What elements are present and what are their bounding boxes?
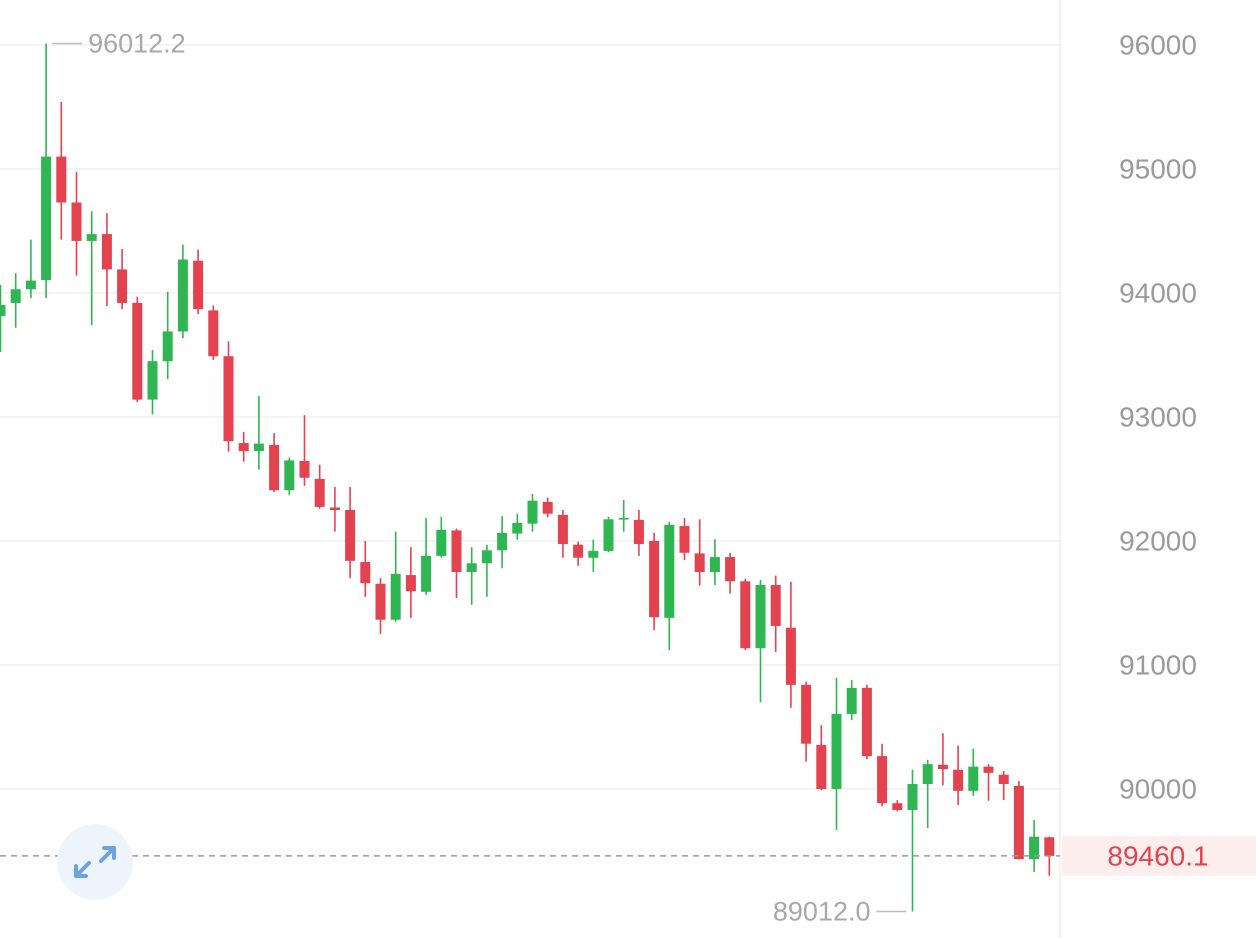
y-tick-label: 93000 — [1119, 401, 1197, 432]
candle-body — [573, 544, 584, 558]
expand-button-bg[interactable] — [57, 824, 133, 900]
candle-body — [132, 302, 143, 400]
candle-body — [238, 443, 249, 452]
candle-body — [223, 356, 234, 442]
candle-body — [117, 269, 128, 303]
candle-body — [664, 524, 675, 618]
candle-body — [177, 259, 188, 332]
candle-body — [679, 526, 690, 553]
candle-body — [831, 713, 842, 789]
candle-body — [329, 507, 340, 510]
grid: 90000 91000 92000 93000 94000 95000 96000 — [0, 29, 1197, 804]
candle-body — [816, 744, 827, 789]
candle-body — [375, 583, 386, 620]
candle-body — [0, 305, 6, 316]
overlay: 89460.1 96012.2 89012.0 — [0, 29, 1256, 927]
candle-body — [512, 522, 523, 534]
candle-body — [147, 361, 158, 400]
expand-icon — [74, 846, 116, 878]
candles — [0, 43, 1055, 912]
candle-body — [937, 764, 948, 770]
candle-body — [314, 478, 325, 507]
candle-body — [193, 260, 204, 310]
candle-body — [603, 519, 614, 551]
candle-body — [527, 500, 538, 524]
candle-body — [649, 540, 660, 618]
candle-body — [1013, 785, 1024, 860]
candle-body — [208, 310, 219, 357]
candle-body — [466, 563, 477, 572]
y-tick-label: 91000 — [1119, 649, 1197, 680]
candle-body — [10, 289, 21, 303]
candle-body — [71, 202, 82, 241]
candle-body — [922, 764, 933, 785]
min-label: 89012.0 — [773, 897, 871, 927]
candle-body — [25, 280, 36, 290]
candle-body — [588, 550, 599, 558]
candle-body — [740, 581, 751, 649]
expand-button[interactable] — [57, 824, 133, 900]
candle-body — [86, 234, 97, 241]
candle-body — [953, 769, 964, 791]
y-tick-label: 96000 — [1119, 29, 1197, 60]
candle-body — [618, 518, 629, 520]
candle-body — [360, 562, 371, 584]
candle-body — [694, 553, 705, 572]
candle-body — [56, 156, 67, 203]
candle-body — [421, 555, 432, 592]
candle-body — [1044, 837, 1055, 856]
candle-body — [101, 234, 112, 270]
candle-body — [41, 156, 52, 280]
candle-body — [861, 687, 872, 757]
candle-body — [481, 550, 492, 564]
candle-body — [345, 509, 356, 561]
candle-body — [846, 687, 857, 714]
candle-body — [892, 803, 903, 811]
candle-body — [557, 514, 568, 545]
candle-body — [284, 460, 295, 491]
candle-body — [770, 584, 781, 626]
candle-body — [162, 331, 173, 362]
candle-body — [299, 461, 310, 478]
y-tick-label: 95000 — [1119, 153, 1197, 184]
candle-body — [633, 519, 644, 545]
candle-body — [269, 444, 280, 491]
candle-body — [983, 766, 994, 773]
candle-body — [801, 684, 812, 744]
candle-body — [497, 532, 508, 551]
candle-body — [725, 557, 736, 582]
candle-body — [451, 530, 462, 572]
last-price-tag — [1062, 835, 1256, 876]
candle-body — [998, 774, 1009, 785]
candle-body — [390, 573, 401, 620]
last-price-label: 89460.1 — [1107, 840, 1208, 871]
y-tick-label: 92000 — [1119, 525, 1197, 556]
candle-body — [542, 501, 553, 514]
candle-body — [253, 443, 264, 452]
y-tick-label: 90000 — [1119, 773, 1197, 804]
candle-body — [709, 557, 720, 572]
candle-body — [436, 529, 447, 556]
candle-body — [755, 584, 766, 649]
candle-body — [1029, 836, 1040, 860]
y-tick-label: 94000 — [1119, 277, 1197, 308]
candle-body — [968, 766, 979, 791]
candle-body — [405, 575, 416, 592]
candle-body — [785, 627, 796, 685]
max-label: 96012.2 — [88, 29, 186, 59]
candle-body — [907, 784, 918, 811]
candle-body — [877, 756, 888, 804]
